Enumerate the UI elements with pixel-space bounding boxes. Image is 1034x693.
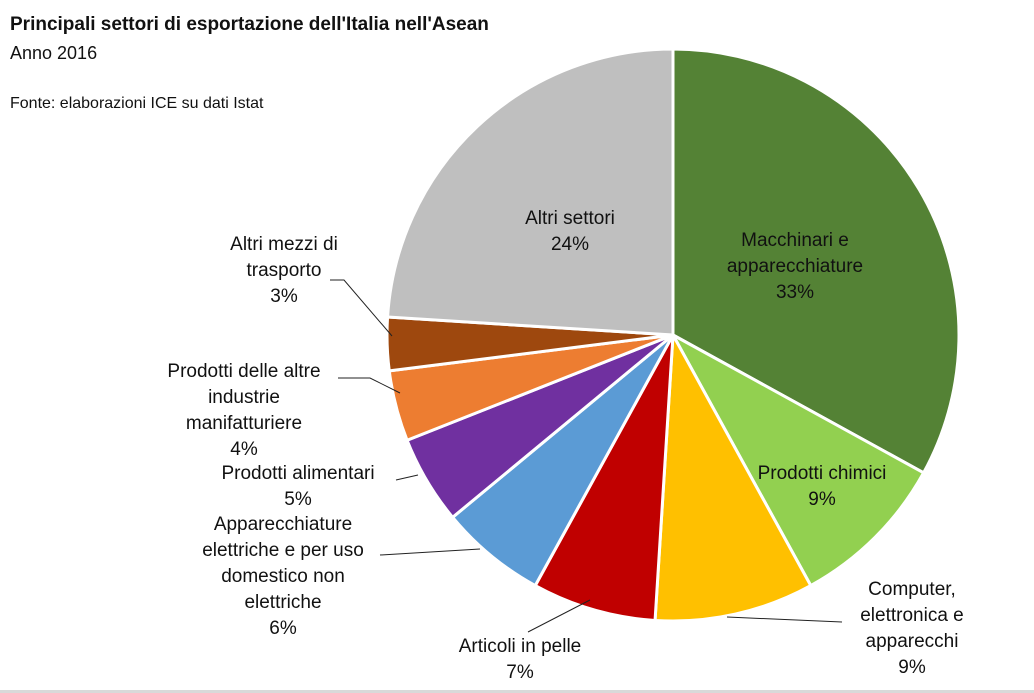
slice-label: Prodotti chimici 9% bbox=[758, 463, 887, 510]
slice-value-label: 33% bbox=[776, 282, 814, 303]
slice-labels: Macchinari e apparecchiature 33% Prodotti c… bbox=[167, 208, 963, 683]
leader-line bbox=[395, 474, 419, 481]
slice-label: Articoli in pelle 7% bbox=[459, 636, 582, 683]
slice-category-label: elettronica e bbox=[860, 605, 964, 626]
slice-category-label: Altri settori bbox=[525, 208, 615, 229]
leader-line bbox=[330, 279, 393, 337]
leader-line bbox=[338, 377, 401, 394]
slice-category-label: Apparecchiature bbox=[214, 514, 352, 535]
slice-category-label: Prodotti delle altre bbox=[167, 361, 320, 382]
pie-slice bbox=[671, 47, 961, 475]
slice-value-label: 6% bbox=[269, 618, 297, 639]
slice-label: Altri settori 24% bbox=[525, 208, 615, 255]
slice-label: Computer, elettronica e apparecchi 9% bbox=[860, 579, 964, 678]
pie-slices bbox=[385, 47, 961, 623]
leader-line bbox=[527, 599, 591, 633]
slice-category-label: manifatturiere bbox=[186, 413, 302, 434]
slice-category-label: Macchinari e bbox=[741, 230, 849, 251]
slice-value-label: 9% bbox=[808, 489, 836, 510]
slice-category-label: Prodotti chimici bbox=[758, 463, 887, 484]
slice-label: Macchinari e apparecchiature 33% bbox=[727, 230, 863, 303]
slice-category-label: trasporto bbox=[247, 260, 322, 281]
slice-category-label: elettriche bbox=[244, 592, 321, 613]
slice-category-label: domestico non bbox=[221, 566, 345, 587]
slice-category-label: apparecchi bbox=[866, 631, 959, 652]
slice-value-label: 24% bbox=[551, 234, 589, 255]
slice-category-label: industrie bbox=[208, 387, 280, 408]
chart-title: Principali settori di esportazione dell'… bbox=[10, 14, 489, 35]
slice-label: Prodotti delle altre industrie manifatturi… bbox=[167, 361, 320, 460]
slice-value-label: 3% bbox=[270, 286, 298, 307]
slice-value-label: 5% bbox=[284, 489, 312, 510]
slice-value-label: 9% bbox=[898, 657, 926, 678]
pie-slice bbox=[671, 333, 926, 588]
slice-value-label: 4% bbox=[230, 439, 258, 460]
bottom-rule bbox=[0, 690, 1034, 693]
slice-category-label: elettriche e per uso bbox=[202, 540, 364, 561]
slice-label: Apparecchiature elettriche e per uso domes… bbox=[202, 514, 364, 639]
leader-line bbox=[379, 548, 481, 556]
leader-line bbox=[726, 616, 843, 623]
slice-value-label: 7% bbox=[506, 662, 534, 683]
pie-slice bbox=[533, 333, 675, 622]
slice-label: Prodotti alimentari 5% bbox=[221, 463, 374, 510]
slice-category-label: Altri mezzi di bbox=[230, 234, 338, 255]
slice-label: Altri mezzi di trasporto 3% bbox=[230, 234, 338, 307]
pie-slice bbox=[653, 333, 813, 623]
slice-category-label: Prodotti alimentari bbox=[221, 463, 374, 484]
slice-category-label: Articoli in pelle bbox=[459, 636, 582, 657]
chart-source: Fonte: elaborazioni ICE su dati Istat bbox=[10, 95, 264, 112]
slice-category-label: apparecchiature bbox=[727, 256, 863, 277]
slice-category-label: Computer, bbox=[868, 579, 956, 600]
pie-slice bbox=[386, 47, 675, 337]
chart-subtitle: Anno 2016 bbox=[10, 43, 98, 63]
